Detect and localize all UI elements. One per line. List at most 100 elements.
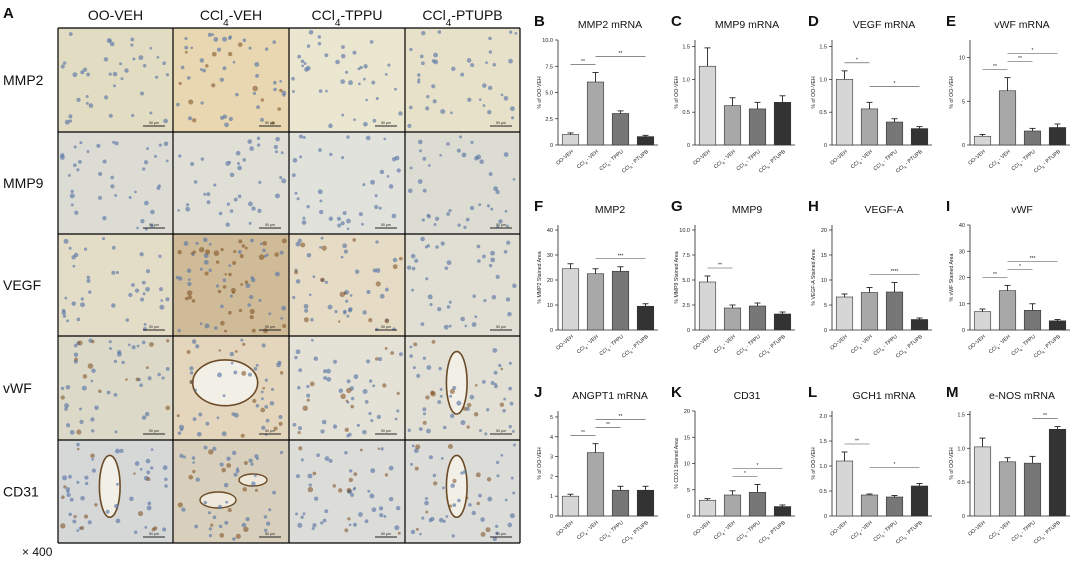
stain-spot: [307, 486, 314, 493]
stain-spot: [227, 508, 232, 513]
nucleus: [147, 376, 152, 381]
nucleus: [156, 56, 160, 59]
nucleus: [317, 189, 323, 195]
chart-title: CD31: [734, 390, 761, 402]
nucleus: [203, 259, 209, 265]
nucleus: [228, 160, 232, 164]
panel-letter: I: [946, 198, 950, 215]
nucleus: [175, 275, 179, 280]
bar: [835, 79, 854, 146]
nucleus: [68, 474, 72, 479]
nucleus: [512, 178, 516, 181]
stain-spot: [466, 402, 472, 408]
nucleus: [507, 311, 512, 317]
nucleus: [372, 268, 377, 273]
nucleus: [146, 147, 150, 151]
stain-spot: [425, 510, 429, 514]
scale-bar-label: 50 μm: [265, 325, 275, 329]
y-tick-label: 5: [824, 303, 827, 309]
nucleus: [410, 462, 414, 466]
nucleus: [379, 513, 384, 518]
nucleus: [60, 64, 65, 69]
nucleus: [258, 180, 262, 184]
stain-spot: [249, 314, 254, 320]
nucleus: [84, 475, 89, 480]
tile-background: [289, 336, 405, 440]
stain-spot: [211, 51, 217, 57]
nucleus: [479, 159, 484, 164]
nucleus: [411, 444, 415, 448]
nucleus: [162, 527, 167, 532]
nucleus: [247, 139, 253, 144]
stain-spot: [347, 517, 351, 521]
nucleus: [294, 191, 298, 195]
y-tick-label: 1.5: [957, 412, 965, 418]
nucleus: [460, 471, 464, 475]
bar: [773, 102, 792, 146]
nucleus: [409, 166, 413, 170]
stain-spot: [346, 487, 352, 493]
chart-title: vWF mRNA: [994, 19, 1049, 31]
stain-spot: [94, 503, 98, 507]
stain-spot: [396, 391, 400, 395]
nucleus: [222, 278, 227, 283]
nucleus: [260, 117, 264, 122]
nucleus: [465, 406, 470, 412]
nucleus: [345, 218, 351, 224]
nucleus: [439, 394, 443, 398]
nucleus: [340, 53, 346, 59]
stain-spot: [339, 291, 345, 298]
y-tick-label: 3: [550, 455, 553, 461]
nucleus: [368, 379, 373, 383]
y-tick-label: 40: [547, 228, 553, 234]
stain-spot: [211, 83, 216, 88]
chart-title: MMP9 mRNA: [715, 19, 779, 31]
x-tick-label: OO-VEH: [692, 149, 712, 167]
scale-bar-label: 50 μm: [381, 223, 391, 227]
nucleus: [265, 418, 270, 423]
nucleus: [488, 50, 493, 54]
nucleus: [469, 394, 475, 400]
nucleus: [394, 525, 400, 531]
y-tick-label: 5: [550, 415, 553, 421]
nucleus: [297, 385, 301, 390]
nucleus: [164, 477, 168, 481]
nucleus: [141, 340, 146, 345]
bar: [698, 65, 717, 146]
nucleus: [426, 365, 432, 370]
nucleus: [237, 161, 240, 165]
nucleus: [490, 381, 495, 386]
column-header: OO-VEH: [88, 7, 143, 23]
x-tick-label: CCl4 - PTUPB: [1033, 149, 1063, 176]
nucleus: [237, 194, 242, 199]
bar: [973, 135, 992, 146]
nucleus: [340, 156, 345, 160]
nucleus: [73, 352, 79, 357]
nucleus: [326, 376, 332, 382]
stain-spot: [244, 246, 248, 250]
nucleus: [457, 498, 461, 503]
nucleus: [345, 70, 349, 74]
x-tick-label: OO-VEH: [555, 334, 575, 352]
nucleus: [422, 156, 427, 161]
y-tick-label: 20: [959, 276, 965, 282]
nucleus: [192, 461, 195, 464]
y-tick-label: 10: [959, 302, 965, 308]
nucleus: [235, 150, 241, 156]
nucleus: [134, 461, 140, 466]
nucleus: [391, 157, 397, 162]
nucleus: [213, 183, 217, 187]
chart-panel-G: G MMP9 0 2.5 5.0 7.5 10.0 % MMP9 Stained Area OO…: [671, 198, 795, 360]
nucleus: [232, 537, 236, 541]
nucleus: [427, 294, 433, 300]
nucleus: [433, 52, 438, 58]
stain-spot: [192, 469, 196, 474]
nucleus: [407, 123, 412, 128]
nucleus: [86, 150, 90, 154]
stain-spot: [76, 429, 82, 435]
nucleus: [60, 386, 65, 391]
nucleus: [420, 322, 425, 327]
nucleus: [281, 90, 287, 96]
nucleus: [233, 197, 238, 202]
y-tick-label: 40: [959, 223, 965, 229]
